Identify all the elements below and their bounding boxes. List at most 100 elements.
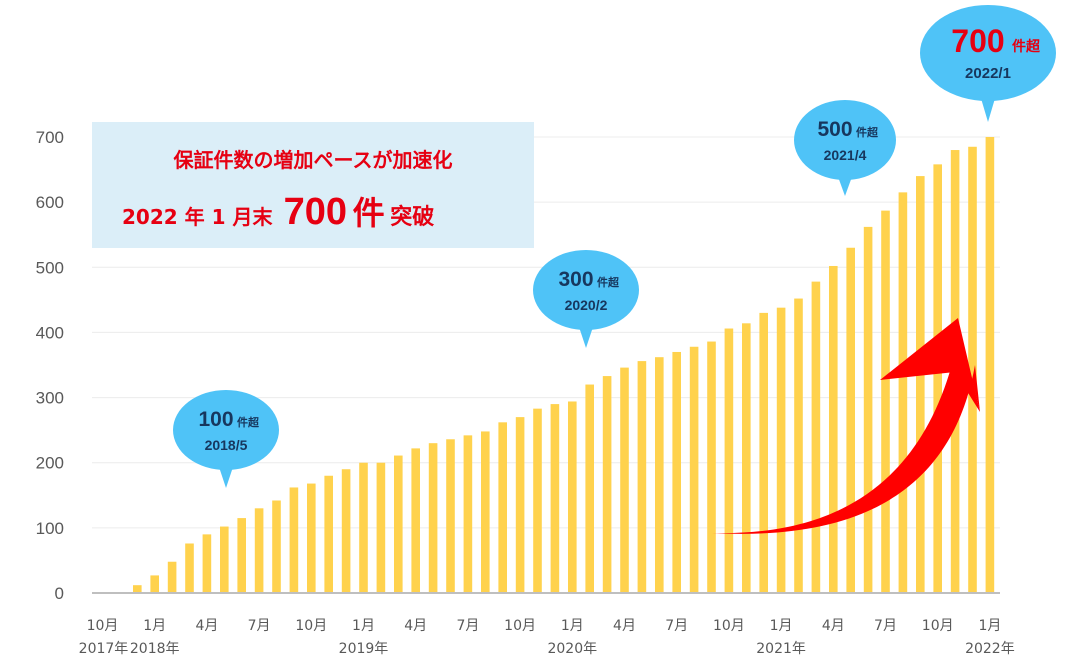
bar — [968, 146, 977, 593]
bar — [341, 469, 351, 593]
bubble-shape — [794, 100, 896, 180]
bar — [515, 417, 525, 593]
y-axis-ticks: 0 100 200 300 400 500 600 700 — [36, 128, 64, 603]
x-tick-month: 7月 — [248, 618, 271, 634]
y-tick-label: 200 — [36, 454, 64, 473]
annotation-count: 700 — [283, 191, 348, 233]
callout-bubble: 300 件超 2020/2 — [533, 250, 639, 348]
bar — [220, 526, 229, 593]
x-axis-ticks: 10月 2017年 1月 2018年 4月 7月 10月 1月 2019年 4月 7月 10月 1月 20… — [79, 618, 1015, 657]
bubble-pointer — [578, 324, 594, 348]
bar — [707, 341, 716, 593]
callout-bubble: 100 件超 2018/5 — [173, 390, 279, 488]
x-tick-month: 4月 — [822, 618, 845, 634]
bubble-count: 100 — [198, 408, 233, 431]
bar — [376, 462, 386, 593]
x-tick-year: 2019年 — [339, 641, 389, 657]
x-tick-month: 1月 — [143, 618, 166, 634]
x-tick-month: 4月 — [195, 618, 218, 634]
x-tick-year: 2022年 — [965, 641, 1015, 657]
y-tick-label: 100 — [36, 519, 64, 538]
x-tick-month: 7月 — [665, 618, 688, 634]
bar — [446, 439, 455, 593]
callout-bubble: 500 件超 2021/4 — [794, 100, 896, 196]
bubble-date: 2018/5 — [205, 437, 248, 453]
bubble-pointer — [837, 174, 853, 196]
bar — [742, 323, 751, 593]
annotation-milestone: 2022 年 1 月末 700 件 突破 — [122, 188, 434, 234]
bubble-shape — [173, 390, 279, 470]
bubble-date: 2021/4 — [824, 147, 867, 163]
x-tick-month: 10月 — [713, 618, 745, 634]
x-tick-month: 4月 — [613, 618, 636, 634]
bubble-count: 300 — [558, 268, 593, 291]
bar — [463, 435, 473, 593]
annotation-box: 保証件数の増加ペースが加速化 2022 年 1 月末 700 件 突破 — [92, 122, 534, 248]
x-tick-month: 1月 — [978, 618, 1001, 634]
growth-arrow — [712, 330, 980, 534]
bar — [933, 164, 942, 594]
bar — [811, 281, 821, 593]
bar — [620, 367, 629, 593]
bubble-unit: 件超 — [597, 275, 620, 289]
x-tick-month: 4月 — [404, 618, 427, 634]
annotation-count-unit: 件 — [352, 194, 385, 232]
bar — [550, 404, 560, 593]
bar — [359, 462, 368, 593]
bar — [428, 443, 438, 593]
bubble-count: 500 — [817, 118, 852, 141]
bubble-count: 700 — [951, 23, 1004, 59]
x-tick-month: 7月 — [456, 618, 479, 634]
y-tick-label: 500 — [36, 258, 64, 277]
bar — [585, 384, 594, 593]
bubble-shape — [920, 5, 1056, 101]
x-tick-year: 2018年 — [130, 641, 180, 657]
x-tick-year: 2020年 — [547, 641, 597, 657]
bubble-shape — [533, 250, 639, 330]
annotation-breakthrough: 突破 — [390, 205, 435, 230]
bar — [689, 346, 699, 593]
y-tick-label: 0 — [55, 584, 64, 603]
bar — [254, 508, 264, 593]
bar — [411, 448, 420, 593]
bar — [829, 265, 838, 593]
bar — [533, 408, 542, 593]
bar — [794, 298, 803, 593]
bubble-unit: 件超 — [856, 125, 879, 139]
bar — [202, 534, 212, 593]
bubble-unit: 件超 — [1012, 38, 1041, 55]
x-tick-month: 10月 — [295, 618, 327, 634]
y-tick-label: 600 — [36, 193, 64, 212]
bubble-pointer — [980, 95, 996, 122]
y-tick-label: 400 — [36, 323, 64, 342]
growth-arrow-head — [880, 318, 980, 412]
bar — [985, 137, 995, 593]
bar — [898, 192, 908, 593]
bar — [289, 487, 299, 593]
bar — [568, 401, 577, 593]
bar — [759, 312, 768, 593]
bar — [481, 431, 490, 593]
x-tick-year: 2021年 — [756, 641, 806, 657]
bar — [846, 247, 855, 593]
bar — [324, 475, 333, 593]
bar — [307, 483, 316, 593]
bar — [185, 543, 194, 593]
bar — [272, 500, 281, 593]
bubble-date: 2020/2 — [565, 297, 608, 313]
bubble-pointer — [218, 464, 234, 488]
bar — [498, 422, 507, 593]
bubble-date: 2022/1 — [965, 65, 1011, 82]
bar — [881, 210, 890, 593]
y-tick-label: 300 — [36, 389, 64, 408]
bar — [916, 176, 925, 594]
bar — [776, 307, 786, 593]
x-tick-month: 7月 — [874, 618, 897, 634]
bar — [637, 361, 647, 593]
bar — [863, 226, 873, 593]
bar — [394, 455, 403, 593]
bar — [672, 351, 681, 593]
